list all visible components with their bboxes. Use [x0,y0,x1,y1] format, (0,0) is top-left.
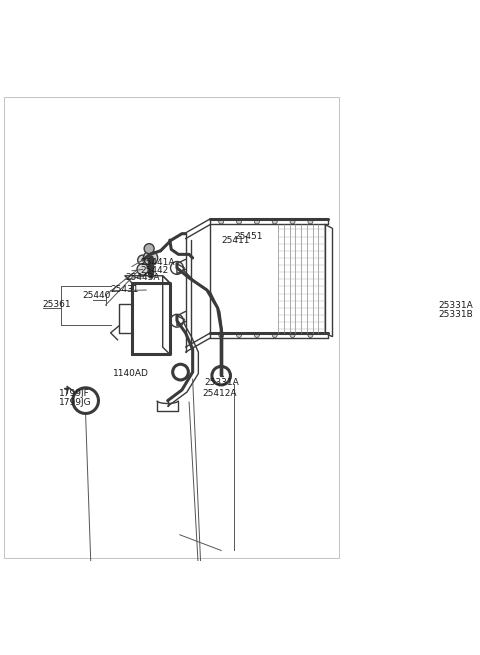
Circle shape [272,219,277,224]
Text: 25443A: 25443A [125,273,159,282]
Circle shape [237,333,241,337]
Text: 25331A: 25331A [439,301,474,310]
Text: 25431: 25431 [110,285,139,294]
Text: 1140AD: 1140AD [113,369,149,378]
Circle shape [137,264,148,275]
Circle shape [144,251,158,265]
Text: 25451: 25451 [234,232,263,241]
Circle shape [219,219,224,224]
Text: 25361: 25361 [43,300,72,309]
Text: 25412A: 25412A [202,389,237,398]
Circle shape [219,333,224,337]
Text: 1799JF: 1799JF [59,389,90,398]
Circle shape [254,333,259,337]
Circle shape [290,333,295,337]
Text: 25442: 25442 [141,267,169,275]
Circle shape [290,219,295,224]
Circle shape [272,333,277,337]
Circle shape [308,219,313,224]
Text: 25441A: 25441A [141,259,175,267]
Circle shape [308,333,313,337]
Text: 25331A: 25331A [204,377,239,386]
Text: 1799JG: 1799JG [59,398,92,407]
Circle shape [138,255,148,265]
Text: 25331B: 25331B [439,310,474,319]
Text: 25440: 25440 [82,291,110,299]
Text: 25411: 25411 [221,236,250,244]
Circle shape [237,219,241,224]
Circle shape [144,244,154,253]
Circle shape [254,219,259,224]
